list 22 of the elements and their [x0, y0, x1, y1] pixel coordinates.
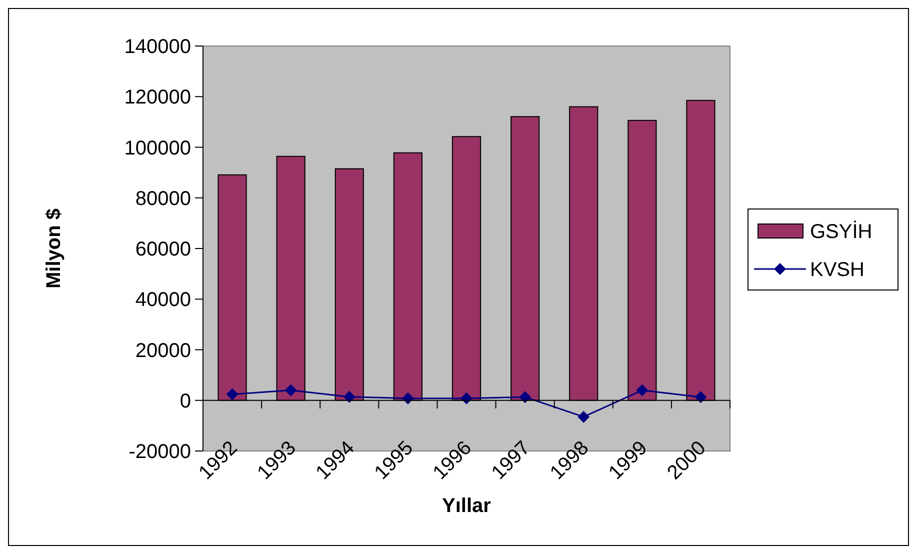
y-tick-label: 40000: [135, 289, 191, 312]
point: [694, 391, 707, 404]
point: [460, 392, 472, 404]
point: [519, 391, 532, 404]
y-axis-title: Milyon $: [43, 208, 65, 289]
y-tick-label: -20000: [128, 441, 191, 463]
point: [343, 390, 356, 403]
y-tick-label: 120000: [124, 86, 191, 109]
y-tick-label: 20000: [135, 340, 191, 362]
legend-label: KVSH: [810, 259, 864, 281]
x-axis-title: Yıllar: [442, 495, 492, 517]
y-tick-label: 100000: [124, 137, 191, 160]
y-tick-label: 80000: [135, 188, 191, 210]
y-tick-label: 60000: [135, 238, 191, 260]
point: [578, 410, 590, 423]
point: [402, 392, 414, 404]
y-tick-label: 140000: [124, 36, 191, 58]
point: [636, 384, 648, 396]
legend-label: GSYİH: [810, 220, 872, 243]
point: [284, 384, 297, 396]
y-tick-label: 0: [180, 390, 191, 412]
point: [226, 388, 238, 400]
